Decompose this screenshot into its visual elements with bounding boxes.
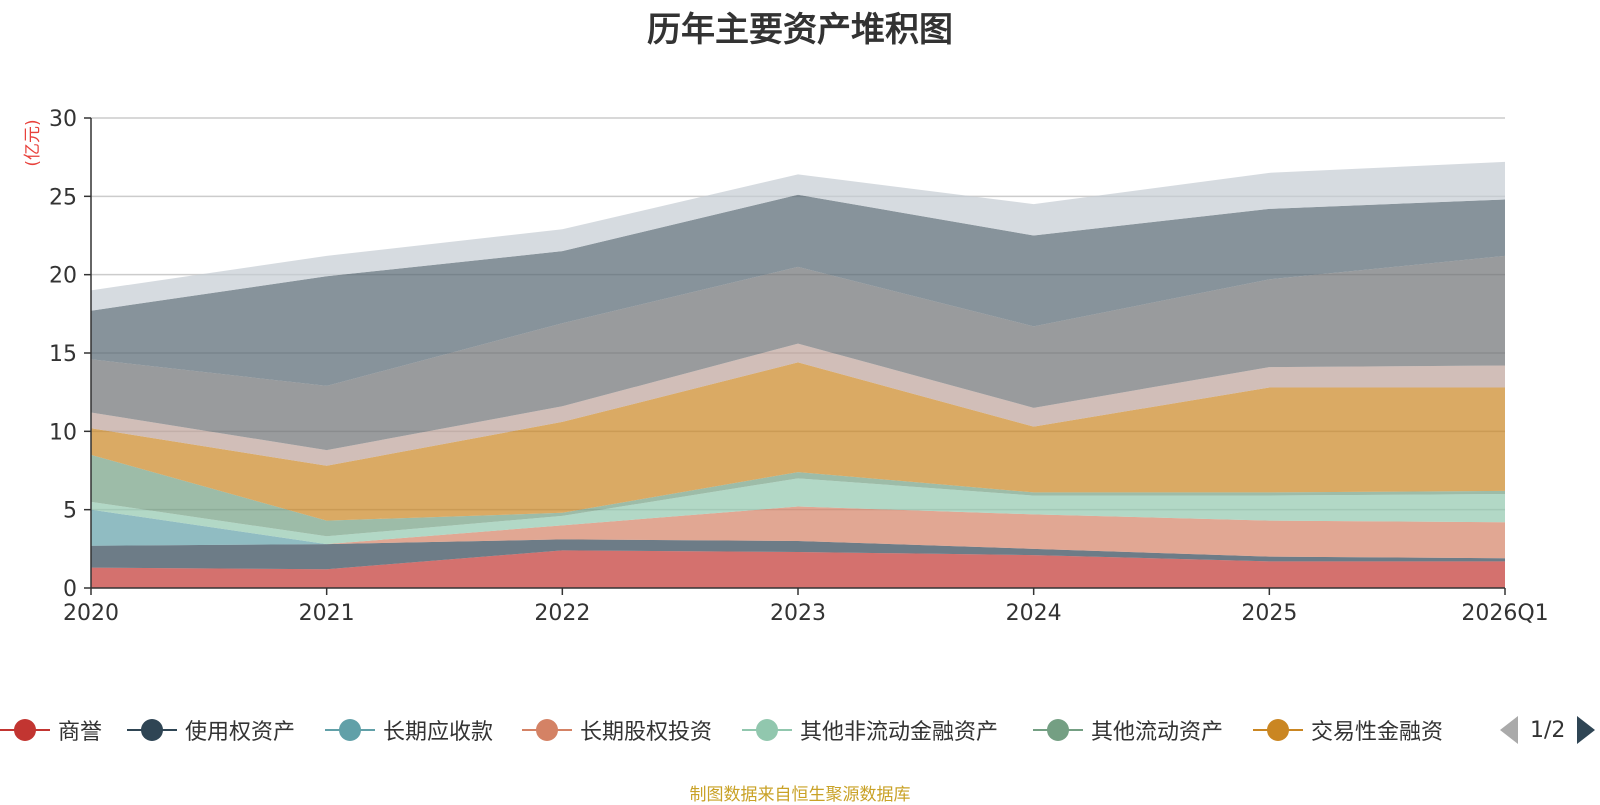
y-tick-label-10: 10 — [49, 420, 77, 445]
source-note: 制图数据来自恒生聚源数据库 — [689, 785, 911, 805]
legend-marker-icon — [1033, 712, 1083, 748]
legend-page-indicator: 1/2 — [1530, 717, 1566, 743]
y-tick-label-20: 20 — [49, 264, 77, 289]
x-tick-label-2020: 2020 — [63, 601, 119, 626]
legend-item-2[interactable]: 使用权资产 — [127, 712, 295, 748]
legend-marker-icon — [0, 712, 50, 748]
x-tick-label-2023: 2023 — [770, 601, 826, 626]
legend-next-page-icon[interactable] — [1577, 716, 1596, 744]
legend-pager: 1/2 — [1500, 712, 1596, 748]
legend-label: 长期股权投资 — [580, 720, 713, 745]
legend-label: 其他非流动金融资产 — [800, 720, 999, 745]
legend-item-5[interactable]: 其他非流动金融资产 — [742, 712, 998, 748]
area-series-1 — [91, 550, 1505, 588]
legend-prev-page-icon[interactable] — [1500, 716, 1518, 744]
legend-item-7[interactable]: 交易性金融资 — [1253, 712, 1443, 748]
x-tick-label-2024: 2024 — [1006, 601, 1062, 626]
legend-marker-icon — [1253, 712, 1303, 748]
legend-label: 长期应收款 — [383, 720, 494, 745]
legend-label: 交易性金融资 — [1311, 720, 1444, 745]
legend-label: 商誉 — [58, 720, 103, 745]
area-series-8 — [91, 343, 1505, 466]
y-tick-label-0: 0 — [63, 577, 77, 602]
area-series-6 — [91, 454, 1505, 537]
area-series-11 — [91, 161, 1505, 311]
x-tick-label-2025: 2025 — [1241, 601, 1297, 626]
area-series-4 — [91, 506, 1505, 559]
x-tick-label-2026Q1: 2026Q1 — [1461, 601, 1548, 626]
legend-item-3[interactable]: 长期应收款 — [325, 712, 493, 748]
legend-item-1[interactable]: 商誉 — [0, 712, 102, 748]
legend-label: 其他流动资产 — [1091, 720, 1224, 745]
legend-item-4[interactable]: 长期股权投资 — [522, 712, 712, 748]
x-tick-label-2021: 2021 — [299, 601, 355, 626]
area-series-9 — [91, 255, 1505, 451]
legend-item-6[interactable]: 其他流动资产 — [1033, 712, 1223, 748]
legend-marker-icon — [127, 712, 177, 748]
y-tick-label-30: 30 — [49, 107, 77, 132]
legend-marker-icon — [522, 712, 572, 748]
chart-title: 历年主要资产堆积图 — [647, 10, 953, 50]
area-series-10 — [91, 194, 1505, 386]
y-axis-unit-label: (亿元) — [23, 119, 43, 166]
area-series-5 — [91, 478, 1505, 545]
y-tick-label-25: 25 — [49, 185, 77, 210]
y-tick-label-15: 15 — [49, 342, 77, 367]
legend: 商誉 使用权资产 长期应收款 长期股权投资 其他非流动金融资产 其他流动资产 交易性金融资 … — [0, 712, 1600, 748]
area-series-2 — [91, 539, 1505, 570]
y-tick-label-5: 5 — [63, 499, 77, 524]
area-layer — [91, 161, 1505, 588]
x-tick-label-2022: 2022 — [534, 601, 590, 626]
legend-marker-icon — [325, 712, 375, 748]
area-series-7 — [91, 362, 1505, 521]
legend-marker-icon — [742, 712, 792, 748]
legend-label: 使用权资产 — [185, 720, 296, 745]
